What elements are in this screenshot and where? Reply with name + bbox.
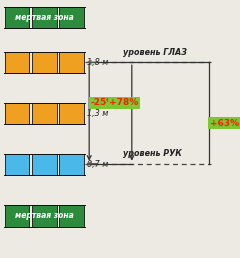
Text: +63%: +63% [210, 119, 239, 128]
Bar [59, 154, 84, 175]
Text: мертвая зона: мертвая зона [15, 212, 74, 221]
Bar [5, 52, 30, 72]
Bar [59, 103, 84, 124]
Text: 0,7 м: 0,7 м [87, 160, 108, 169]
Bar [32, 52, 57, 72]
Bar [59, 52, 84, 72]
Bar [59, 7, 84, 28]
Bar [5, 103, 30, 124]
Text: 1,3 м: 1,3 м [87, 109, 108, 118]
Text: уровень ГЛАЗ: уровень ГЛАЗ [123, 48, 187, 57]
Bar [32, 154, 57, 175]
Text: +78%: +78% [109, 98, 139, 107]
Bar [32, 7, 57, 28]
Text: 1,8 м: 1,8 м [87, 58, 108, 67]
Bar [5, 154, 30, 175]
Text: уровень РУК: уровень РУК [123, 149, 182, 158]
Bar [59, 205, 84, 227]
Text: -25%: -25% [90, 98, 115, 107]
Bar [5, 205, 30, 227]
Bar [5, 7, 30, 28]
Bar [32, 205, 57, 227]
Text: мертвая зона: мертвая зона [15, 13, 74, 22]
Bar [32, 103, 57, 124]
